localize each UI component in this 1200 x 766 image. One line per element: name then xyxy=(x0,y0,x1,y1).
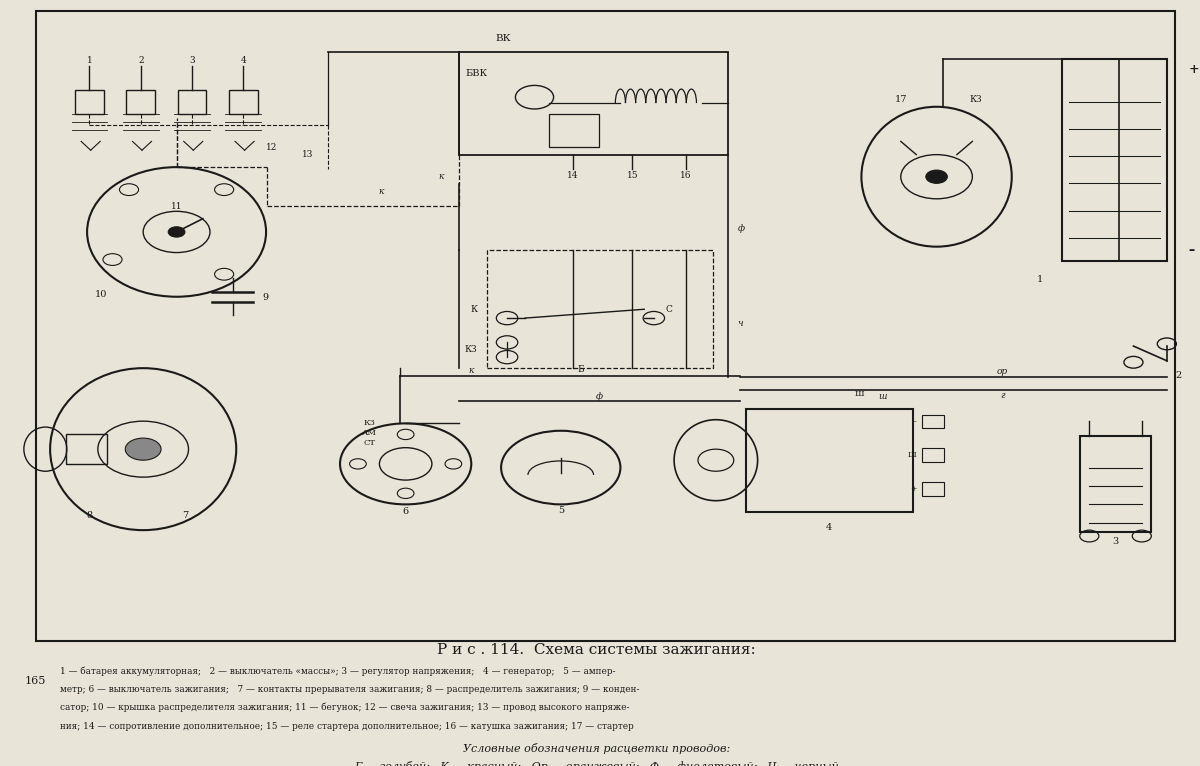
Text: 3: 3 xyxy=(1112,537,1118,545)
Bar xyxy=(460,51,727,155)
Text: СТ: СТ xyxy=(364,438,376,447)
Text: ф: ф xyxy=(737,224,744,233)
Bar xyxy=(178,90,206,114)
Text: КЗ: КЗ xyxy=(364,419,376,427)
Bar xyxy=(923,483,943,496)
Text: 14: 14 xyxy=(566,171,578,180)
Text: ф: ф xyxy=(595,391,602,401)
Text: 165: 165 xyxy=(25,676,47,686)
Text: 1: 1 xyxy=(1037,275,1044,284)
Text: С: С xyxy=(666,305,673,314)
Text: 3: 3 xyxy=(190,56,194,65)
Text: 15: 15 xyxy=(626,171,638,180)
Text: 4: 4 xyxy=(240,56,246,65)
Text: Р и с . 114.  Схема системы зажигания:: Р и с . 114. Схема системы зажигания: xyxy=(437,643,756,657)
Bar xyxy=(923,448,943,462)
Text: 8: 8 xyxy=(86,511,92,520)
Text: 6: 6 xyxy=(402,507,409,516)
Text: КЗ: КЗ xyxy=(970,95,983,104)
Text: ор: ор xyxy=(997,368,1008,376)
Text: 9: 9 xyxy=(263,293,269,302)
Text: г: г xyxy=(1000,391,1004,400)
Bar xyxy=(487,250,714,368)
Text: +: + xyxy=(1188,64,1199,77)
Text: 16: 16 xyxy=(680,171,691,180)
Bar xyxy=(66,434,107,464)
Text: 4: 4 xyxy=(826,523,833,532)
Bar xyxy=(548,114,599,147)
Bar xyxy=(1062,59,1166,261)
Text: –: – xyxy=(912,417,917,425)
Text: 10: 10 xyxy=(95,290,108,299)
Circle shape xyxy=(926,170,947,183)
Text: ВК: ВК xyxy=(496,34,511,43)
Text: ния; 14 — сопротивление дополнительное; 15 — реле стартера дополнительное; 16 — : ния; 14 — сопротивление дополнительное; … xyxy=(60,722,634,731)
Text: Б: Б xyxy=(577,365,584,374)
Text: 1: 1 xyxy=(86,56,92,65)
Bar xyxy=(923,414,943,427)
Text: сатор; 10 — крышка распределителя зажигания; 11 — бегунок; 12 — свеча зажигания;: сатор; 10 — крышка распределителя зажига… xyxy=(60,703,629,712)
Bar xyxy=(126,90,155,114)
Text: 5: 5 xyxy=(558,506,564,515)
Text: 13: 13 xyxy=(302,150,313,159)
Text: 17: 17 xyxy=(894,95,907,104)
Text: 11: 11 xyxy=(170,201,182,211)
Bar xyxy=(229,90,258,114)
Text: АМ: АМ xyxy=(362,429,377,437)
Text: к: к xyxy=(379,187,384,196)
Text: ш: ш xyxy=(878,391,887,401)
Text: 1 — батарея аккумуляторная;   2 — выключатель «массы»; 3 — регулятор напряжения;: 1 — батарея аккумуляторная; 2 — выключат… xyxy=(60,666,616,676)
Text: 2: 2 xyxy=(138,56,144,65)
Text: Ш: Ш xyxy=(854,390,864,398)
Text: к: к xyxy=(468,366,474,375)
Text: Г — голубой;   К — красный;   Ор — оранжевый;   Ф — фиолетовый;   Ч — черный: Г — голубой; К — красный; Ор — оранжевый… xyxy=(354,761,839,766)
Text: 7: 7 xyxy=(182,511,188,520)
Bar xyxy=(36,11,1175,640)
Circle shape xyxy=(125,438,161,460)
Text: КЗ: КЗ xyxy=(464,345,478,354)
Bar xyxy=(745,408,913,512)
Text: к: к xyxy=(438,172,444,182)
Text: метр; 6 — выключатель зажигания;   7 — контакты прерывателя зажигания; 8 — распр: метр; 6 — выключатель зажигания; 7 — кон… xyxy=(60,685,640,694)
Circle shape xyxy=(168,227,185,237)
Text: +: + xyxy=(910,485,917,493)
Text: БВК: БВК xyxy=(466,69,487,78)
Text: Ш: Ш xyxy=(907,451,917,459)
Text: Условные обозначения расцветки проводов:: Условные обозначения расцветки проводов: xyxy=(463,742,730,754)
Text: К: К xyxy=(470,305,478,314)
Text: –: – xyxy=(1188,244,1194,257)
Text: 12: 12 xyxy=(266,142,277,152)
Bar xyxy=(1080,436,1151,532)
Text: ч: ч xyxy=(737,319,743,329)
Bar xyxy=(76,90,103,114)
Text: 2: 2 xyxy=(1175,371,1182,380)
